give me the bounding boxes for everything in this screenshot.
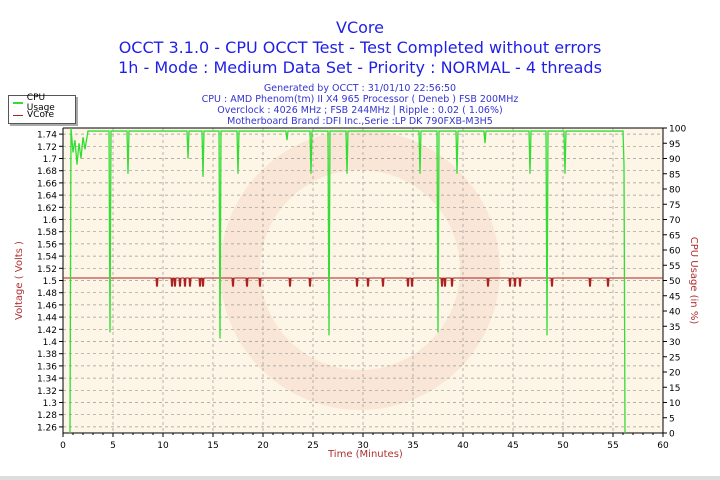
x-tick-label: 40 <box>457 441 469 451</box>
y-right-tick-label: 85 <box>669 170 680 180</box>
legend-swatch-cpu <box>13 102 23 104</box>
y-left-tick-label: 1.32 <box>37 387 57 397</box>
y-left-tick-label: 1.64 <box>37 192 57 202</box>
y-left-tick-label: 1.46 <box>37 301 57 311</box>
chart-title: VCore <box>336 18 384 37</box>
legend-item-cpu-usage: CPU Usage <box>13 93 75 113</box>
x-tick-label: 0 <box>60 441 66 451</box>
y-left-tick-label: 1.56 <box>37 240 57 250</box>
legend-swatch-vcore <box>13 114 23 116</box>
legend-item-vcore: VCore <box>13 109 54 121</box>
test-mode: 1h - Mode : Medium Data Set - Priority :… <box>118 58 602 77</box>
x-tick-label: 20 <box>257 441 269 451</box>
y-right-tick-label: 40 <box>669 308 681 318</box>
y-left-tick-label: 1.4 <box>43 338 58 348</box>
y-left-tick-label: 1.44 <box>37 314 57 324</box>
y-left-tick-label: 1.26 <box>37 423 57 433</box>
y-right-tick-label: 35 <box>669 323 680 333</box>
y-right-tick-label: 80 <box>669 186 681 196</box>
y-right-tick-label: 0 <box>669 430 675 440</box>
y-left-tick-label: 1.34 <box>37 375 57 385</box>
x-tick-label: 30 <box>357 441 369 451</box>
info-motherboard: Motherboard Brand :DFI Inc.,Serie :LP DK… <box>227 116 493 127</box>
y-right-tick-label: 60 <box>669 247 681 257</box>
y-left-tick-label: 1.38 <box>37 350 57 360</box>
y-left-tick-label: 1.48 <box>37 289 57 299</box>
y-axis-right-label: CPU Usage (in %) <box>688 236 700 325</box>
y-left-tick-label: 1.66 <box>37 179 57 189</box>
legend-label: CPU Usage <box>26 93 55 113</box>
info-generated: Generated by OCCT : 31/01/10 22:56:50 <box>263 83 457 94</box>
x-tick-label: 15 <box>207 441 218 451</box>
y-left-tick-label: 1.74 <box>37 131 57 141</box>
x-tick-label: 60 <box>657 441 669 451</box>
y-right-tick-label: 10 <box>669 399 681 409</box>
y-right-tick-label: 95 <box>669 140 680 150</box>
series-vcore-line <box>63 277 663 287</box>
y-right-tick-label: 5 <box>669 414 675 424</box>
y-left-tick-label: 1.3 <box>43 399 57 409</box>
y-left-tick-label: 1.6 <box>43 216 58 226</box>
y-left-tick-label: 1.5 <box>43 277 57 287</box>
y-left-tick-label: 1.28 <box>37 411 57 421</box>
y-left-tick-label: 1.52 <box>37 265 57 275</box>
x-tick-label: 5 <box>110 441 116 451</box>
y-left-tick-label: 1.72 <box>37 143 57 153</box>
y-right-tick-label: 90 <box>669 155 681 165</box>
x-axis-label: Time (Minutes) <box>328 449 403 460</box>
y-left-tick-label: 1.58 <box>37 228 57 238</box>
y-right-tick-label: 55 <box>669 262 680 272</box>
y-right-tick-label: 30 <box>669 338 681 348</box>
bottom-border <box>0 476 720 480</box>
y-right-tick-label: 75 <box>669 201 680 211</box>
y-axis-left-label: Voltage ( Volts ) <box>13 241 25 320</box>
x-tick-label: 45 <box>507 441 518 451</box>
y-right-tick-label: 45 <box>669 292 680 302</box>
info-cpu: CPU : AMD Phenom(tm) II X4 965 Processor… <box>201 94 519 105</box>
legend-label: VCore <box>27 110 54 120</box>
x-tick-label: 10 <box>157 441 169 451</box>
test-summary: OCCT 3.1.0 - CPU OCCT Test - Test Comple… <box>118 38 602 57</box>
y-left-tick-label: 1.68 <box>37 167 57 177</box>
legend: CPU Usage VCore <box>8 93 76 124</box>
info-overclock: Overclock : 4026 MHz ; FSB 244MHz | Ripp… <box>217 105 503 116</box>
x-tick-label: 50 <box>557 441 569 451</box>
series-cpu-usage-line <box>69 127 626 434</box>
x-tick-label: 35 <box>407 441 418 451</box>
x-tick-label: 55 <box>607 441 618 451</box>
y-right-tick-label: 50 <box>669 277 681 287</box>
y-right-tick-label: 65 <box>669 231 680 241</box>
y-right-tick-label: 100 <box>669 125 686 135</box>
x-tick-label: 25 <box>307 441 318 451</box>
y-left-tick-label: 1.42 <box>37 326 57 336</box>
y-left-tick-label: 1.54 <box>37 253 57 263</box>
y-right-tick-label: 70 <box>669 216 681 226</box>
y-left-tick-label: 1.36 <box>37 362 57 372</box>
y-right-tick-label: 25 <box>669 353 680 363</box>
y-left-tick-label: 1.7 <box>43 155 57 165</box>
y-left-tick-label: 1.62 <box>37 204 57 214</box>
y-right-tick-label: 15 <box>669 384 680 394</box>
y-right-tick-label: 20 <box>669 369 681 379</box>
